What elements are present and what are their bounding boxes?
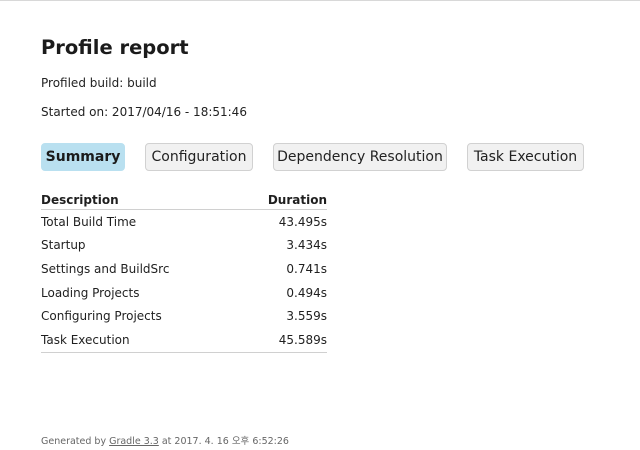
started-on-info: Started on: 2017/04/16 - 18:51:46 [41, 105, 247, 119]
tab-task-execution[interactable]: Task Execution [467, 143, 584, 171]
footer-timestamp: at 2017. 4. 16 오후 6:52:26 [158, 436, 289, 447]
row-duration: 43.495s [278, 214, 327, 229]
row-description: Task Execution [41, 327, 237, 353]
table-row: Task Execution 45.589s [41, 327, 327, 353]
summary-table: Description Duration Total Build Time 43… [41, 191, 327, 353]
page-title: Profile report [41, 36, 189, 59]
row-description: Startup [41, 238, 86, 253]
table-row: Startup 3.434s [41, 234, 327, 258]
row-duration: 0.494s [286, 285, 327, 300]
column-header-duration: Duration [236, 191, 327, 210]
table-header-row: Description Duration [41, 191, 327, 210]
table-row: Total Build Time 43.495s [41, 210, 327, 234]
table-row: Configuring Projects 3.559s [41, 304, 327, 328]
row-duration: 3.559s [286, 309, 327, 324]
row-description: Configuring Projects [41, 309, 162, 324]
footer: Generated by Gradle 3.3 at 2017. 4. 16 오… [41, 433, 289, 447]
footer-prefix: Generated by [41, 436, 110, 447]
row-duration: 3.434s [286, 238, 327, 253]
table-row: Settings and BuildSrc 0.741s [41, 257, 327, 281]
tab-summary[interactable]: Summary [41, 143, 125, 171]
profiled-build-info: Profiled build: build [41, 76, 157, 90]
row-description: Total Build Time [41, 214, 137, 229]
top-divider [0, 0, 640, 1]
row-duration: 0.741s [286, 261, 327, 276]
column-header-description: Description [41, 191, 237, 210]
tab-configuration[interactable]: Configuration [145, 143, 253, 171]
gradle-link[interactable]: Gradle 3.3 [109, 436, 159, 447]
row-description: Loading Projects [41, 285, 140, 300]
tab-dependency-resolution[interactable]: Dependency Resolution [273, 143, 447, 171]
table-row: Loading Projects 0.494s [41, 281, 327, 305]
row-duration: 45.589s [236, 327, 327, 353]
row-description: Settings and BuildSrc [41, 261, 170, 276]
